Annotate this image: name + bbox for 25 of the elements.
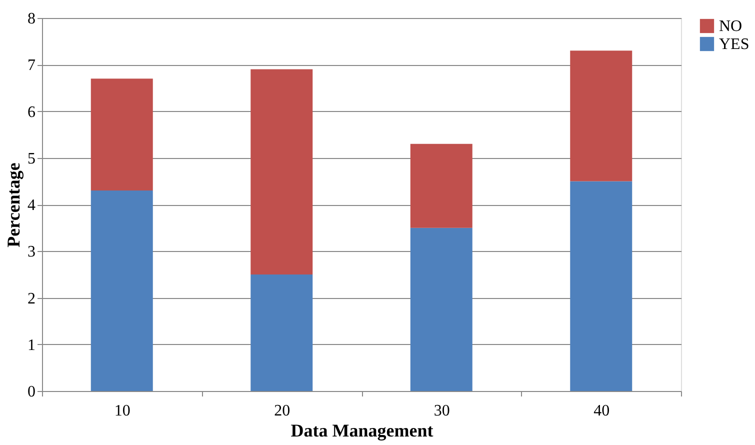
bar: [90, 78, 153, 191]
y-tick-label: 7: [28, 57, 36, 74]
y-tick-label: 1: [28, 336, 36, 354]
x-tick-label: 30: [434, 402, 450, 420]
y-tick-label: 8: [28, 10, 36, 28]
x-axis-title: Data Management: [290, 420, 434, 440]
bar: [90, 190, 153, 391]
bar: [570, 50, 632, 182]
y-tick-label: 5: [28, 150, 36, 168]
bar: [250, 274, 313, 391]
y-axis-title: Percentage: [4, 162, 24, 248]
bar: [570, 181, 632, 391]
legend-label: YES: [719, 36, 750, 53]
bar: [410, 144, 472, 228]
x-tick-label: 40: [594, 402, 610, 420]
y-tick-label: 4: [28, 197, 36, 214]
bar: [410, 228, 472, 391]
bar: [250, 69, 313, 274]
y-tick-label: 6: [28, 104, 36, 121]
y-tick-label: 2: [28, 290, 36, 308]
y-tick-label: 0: [28, 384, 36, 400]
legend-label: NO: [719, 18, 742, 35]
x-tick-label: 10: [114, 402, 130, 420]
y-tick-label: 3: [28, 244, 36, 261]
x-tick-label: 20: [274, 402, 290, 420]
